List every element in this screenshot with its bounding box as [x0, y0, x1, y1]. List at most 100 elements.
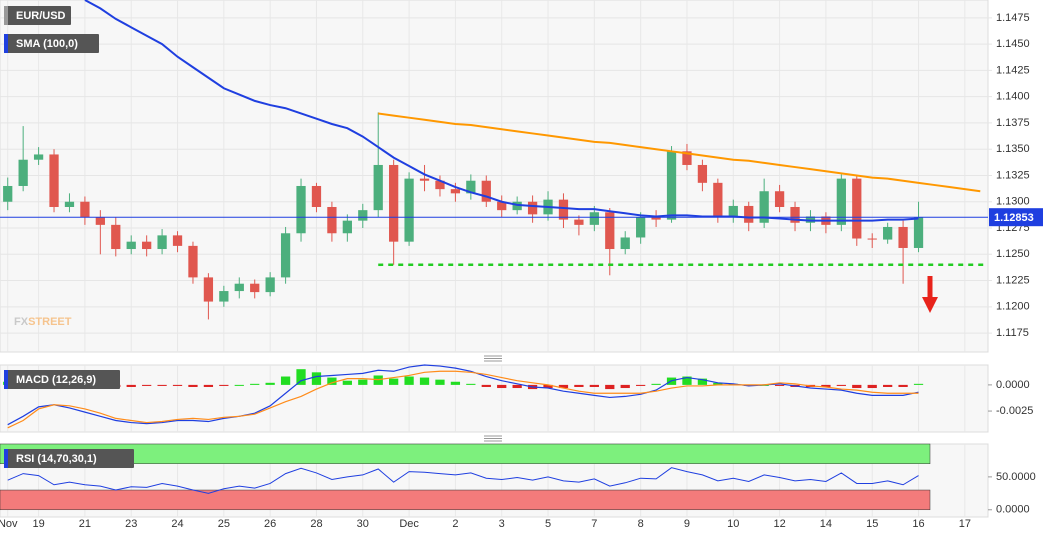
sell-arrow [922, 276, 938, 313]
label-text: SMA (100,0) [16, 38, 78, 50]
histogram-bar [250, 383, 260, 385]
histogram-bar [898, 384, 908, 387]
histogram-bar [327, 377, 337, 385]
candle-body [836, 178, 846, 225]
panel-handle[interactable] [484, 435, 502, 442]
candle-body [867, 238, 877, 240]
candle-body [713, 182, 723, 218]
candle-body [620, 237, 630, 250]
label-strip [4, 449, 8, 468]
candle-body [774, 191, 785, 207]
x-tick-label: Dec [399, 518, 419, 530]
candle-body [651, 217, 661, 220]
y-tick-label: 50.0000 [996, 471, 1036, 483]
candle-body [481, 180, 491, 202]
candle-body [280, 233, 291, 278]
histogram-bar [234, 384, 244, 386]
x-tick-label: 12 [773, 518, 785, 530]
y-tick-label: 1.1250 [996, 248, 1030, 260]
y-tick-label: 1.1175 [996, 327, 1029, 339]
candle-body [389, 164, 399, 242]
label-strip [4, 34, 8, 53]
y-tick-label: 1.1300 [996, 196, 1030, 208]
x-tick-label: 14 [820, 518, 832, 530]
x-tick-label: 16 [912, 518, 924, 530]
histogram-bar [265, 382, 275, 385]
histogram-bar [203, 384, 214, 387]
label-text: RSI (14,70,30,1) [16, 453, 97, 465]
histogram-bar [188, 384, 198, 387]
label-strip [4, 6, 8, 25]
label-box [4, 449, 134, 468]
last-price-label: 1.12853 [994, 212, 1034, 224]
x-tick-label: 28 [310, 518, 322, 530]
candle-body [790, 206, 800, 223]
y-tick-label: 1.1350 [996, 143, 1030, 155]
candle-body [913, 217, 924, 248]
histogram-bar [481, 384, 491, 387]
histogram-bar [435, 379, 445, 385]
candle-body [697, 164, 708, 183]
candle-body [589, 212, 599, 225]
candle-body [234, 283, 244, 292]
histogram-bar [543, 384, 553, 389]
trendline [378, 112, 981, 193]
price-panel [0, 0, 989, 353]
label-strip [4, 370, 8, 389]
histogram-bar [219, 384, 229, 386]
histogram-bar [157, 384, 167, 386]
candle-body [728, 205, 738, 218]
histogram-bar [558, 384, 569, 389]
candle-body [466, 180, 476, 194]
y-tick-label: 1.1400 [996, 91, 1030, 103]
histogram-bar [389, 378, 399, 385]
watermark-part: STREET [28, 316, 72, 328]
candle-body [450, 189, 461, 194]
x-tick-label: 23 [125, 518, 137, 530]
y-tick-label: 1.1475 [996, 12, 1030, 24]
histogram-bar [172, 384, 183, 386]
x-tick-label: 19 [32, 518, 44, 530]
x-tick-label: Nov [0, 518, 18, 530]
candle-body [311, 185, 322, 207]
histogram-bar [497, 384, 507, 389]
candle-body [558, 199, 569, 220]
histogram-bar [852, 384, 862, 389]
candle-body [852, 178, 862, 239]
panel-handle[interactable] [484, 355, 502, 362]
candle-body [419, 178, 430, 181]
y-tick-label: 0.0000 [996, 379, 1030, 391]
candle-body [636, 217, 646, 238]
candle-body [805, 216, 816, 223]
histogram-bar [342, 380, 352, 385]
x-tick-label: 26 [264, 518, 276, 530]
candle-body [157, 235, 167, 250]
candle-body [80, 201, 90, 218]
x-tick-label: 15 [866, 518, 878, 530]
histogram-bar [466, 383, 476, 385]
histogram-bar [713, 382, 723, 385]
x-tick-label: 17 [959, 518, 971, 530]
candle-body [682, 151, 692, 165]
label-box [4, 370, 120, 389]
histogram-bar [126, 384, 136, 387]
y-tick-label: 0.0000 [996, 504, 1030, 516]
candle-body [219, 291, 229, 302]
y-tick-label: 1.1450 [996, 38, 1030, 50]
x-tick-label: 8 [638, 518, 644, 530]
histogram-bar [774, 384, 785, 386]
histogram-bar [697, 378, 708, 385]
plot-layer: Nov 19 21 23 24 25 26 28 30 Dec 2 3 5 7 8 9 10 12 14 15 16 17… [0, 0, 1043, 530]
histogram-bar [620, 384, 630, 389]
y-tick-label: 1.1375 [996, 117, 1030, 129]
candle-body [172, 235, 183, 246]
x-tick-label: 3 [499, 518, 505, 530]
candle-body [497, 201, 507, 211]
candle-body [898, 226, 908, 248]
candle-body [666, 151, 677, 220]
y-tick-label: -0.0025 [996, 405, 1033, 417]
x-tick-label: 21 [79, 518, 91, 530]
candle-body [64, 201, 75, 207]
